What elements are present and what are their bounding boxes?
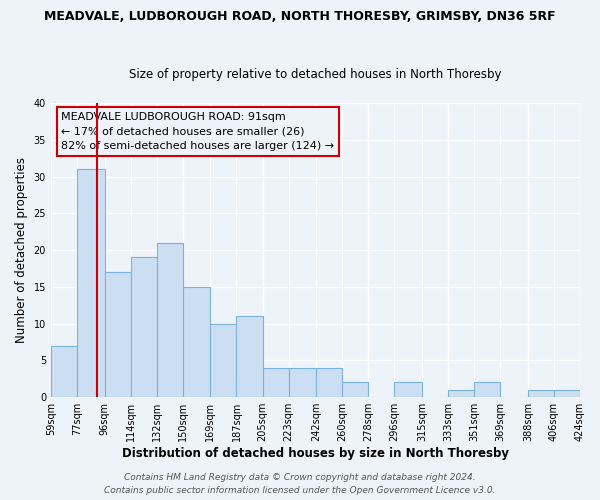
Bar bbox=[394, 382, 422, 397]
X-axis label: Distribution of detached houses by size in North Thoresby: Distribution of detached houses by size … bbox=[122, 447, 509, 460]
Bar bbox=[51, 346, 77, 397]
Text: MEADVALE, LUDBOROUGH ROAD, NORTH THORESBY, GRIMSBY, DN36 5RF: MEADVALE, LUDBOROUGH ROAD, NORTH THORESB… bbox=[44, 10, 556, 23]
Bar bbox=[263, 368, 289, 397]
Bar bbox=[474, 382, 500, 397]
Text: Contains HM Land Registry data © Crown copyright and database right 2024.
Contai: Contains HM Land Registry data © Crown c… bbox=[104, 474, 496, 495]
Title: Size of property relative to detached houses in North Thoresby: Size of property relative to detached ho… bbox=[129, 68, 502, 81]
Bar bbox=[157, 242, 183, 397]
Y-axis label: Number of detached properties: Number of detached properties bbox=[15, 157, 28, 343]
Bar bbox=[183, 287, 211, 397]
Text: MEADVALE LUDBOROUGH ROAD: 91sqm
← 17% of detached houses are smaller (26)
82% of: MEADVALE LUDBOROUGH ROAD: 91sqm ← 17% of… bbox=[61, 112, 335, 152]
Bar bbox=[316, 368, 342, 397]
Bar bbox=[104, 272, 131, 397]
Bar bbox=[342, 382, 368, 397]
Bar bbox=[528, 390, 554, 397]
Bar bbox=[211, 324, 236, 397]
Bar bbox=[77, 169, 104, 397]
Bar bbox=[289, 368, 316, 397]
Bar bbox=[448, 390, 474, 397]
Bar bbox=[236, 316, 263, 397]
Bar bbox=[554, 390, 580, 397]
Bar bbox=[131, 258, 157, 397]
